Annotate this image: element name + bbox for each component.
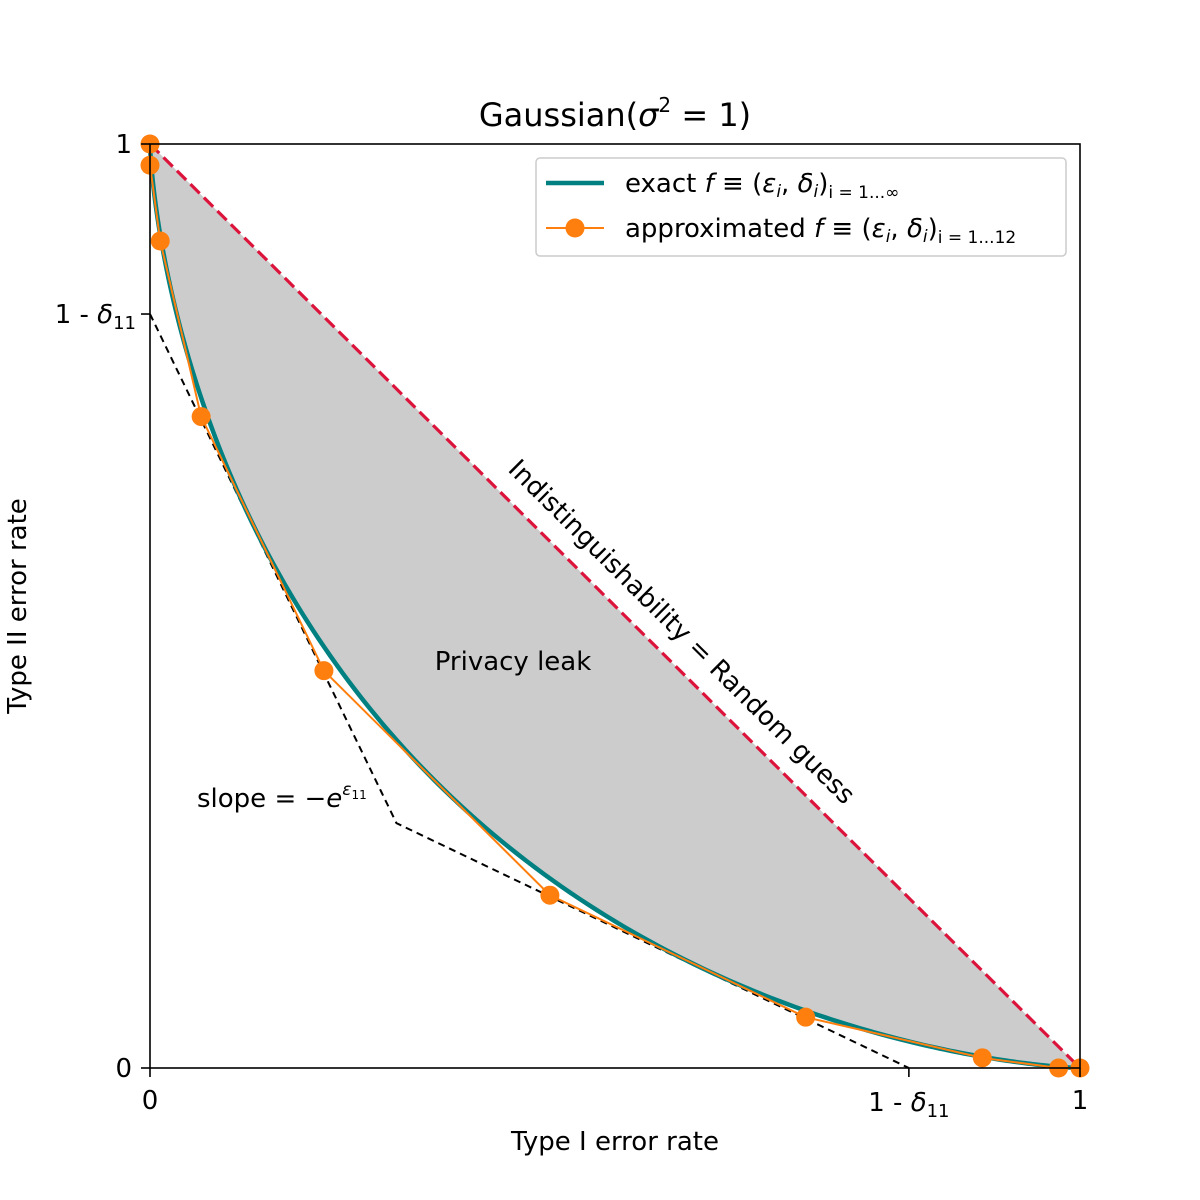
slope-annotation: slope = −eε11 — [197, 780, 367, 814]
y-tick-label: 1 — [115, 130, 132, 160]
y-tick-label-one-minus-delta: 1 - δ11 — [55, 300, 136, 334]
approximated-point — [972, 1048, 992, 1068]
legend: exact f ≡ (εi, δi)i = 1...∞ approximated… — [535, 157, 1067, 257]
legend-exact-label: exact f ≡ (εi, δi)i = 1...∞ — [625, 169, 899, 203]
ticks-layer: 0 1 0 1 — [115, 130, 1088, 1116]
x-axis-label: Type I error rate — [510, 1127, 719, 1157]
tangent-lines — [149, 313, 910, 1069]
x-tick-label: 0 — [142, 1086, 159, 1116]
random-guess-line — [148, 142, 1082, 1070]
axes-frame — [149, 143, 1081, 1069]
approximated-point — [314, 661, 334, 681]
x-tick-label: 1 — [1072, 1086, 1089, 1116]
approximated-point — [191, 407, 211, 427]
markers-layer — [140, 134, 1090, 1078]
legend-approx-label: approximated f ≡ (εi, δi)i = 1...12 — [625, 214, 1016, 248]
approximated-point — [796, 1007, 816, 1027]
chart-title: Gaussian(σ2 = 1) — [479, 93, 751, 134]
privacy-leak-label: Privacy leak — [435, 647, 592, 677]
x-tick-label-one-minus-delta: 1 - δ11 — [868, 1088, 949, 1122]
approximated-point — [540, 885, 560, 905]
y-axis-label: Type II error rate — [3, 498, 33, 715]
approximated-line — [149, 144, 1080, 1069]
y-tick-label: 0 — [115, 1054, 132, 1084]
legend-box — [535, 157, 1067, 257]
approximated-point — [150, 231, 170, 251]
legend-approx-marker — [565, 218, 585, 238]
